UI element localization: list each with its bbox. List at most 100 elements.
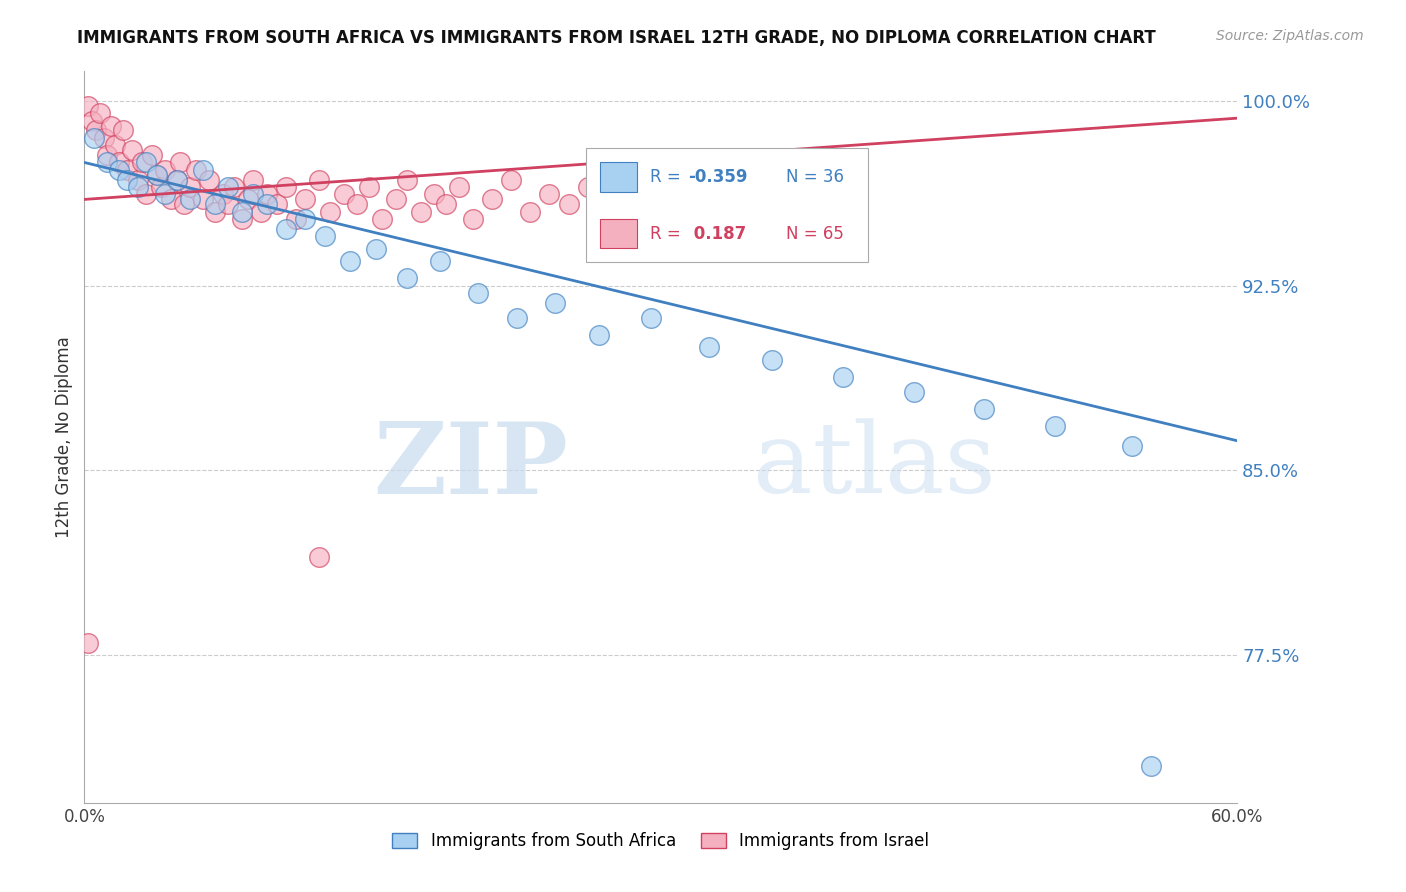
Point	[121, 143, 143, 157]
Point	[135, 155, 157, 169]
Legend: Immigrants from South Africa, Immigrants from Israel: Immigrants from South Africa, Immigrants…	[385, 825, 936, 856]
Point	[198, 172, 221, 186]
Point	[903, 384, 925, 399]
Point	[231, 204, 253, 219]
Point	[366, 242, 388, 256]
Point	[141, 148, 163, 162]
Text: N = 65: N = 65	[786, 225, 845, 243]
Point	[135, 187, 157, 202]
Point	[242, 187, 264, 202]
Point	[284, 212, 307, 227]
Point	[339, 254, 361, 268]
Point	[108, 155, 131, 169]
Point	[294, 212, 316, 227]
Point	[308, 549, 330, 564]
Point	[193, 193, 215, 207]
Text: N = 36: N = 36	[786, 168, 845, 186]
Point	[231, 212, 253, 227]
Point	[506, 310, 529, 325]
Point	[193, 162, 215, 177]
Point	[204, 197, 226, 211]
Point	[557, 197, 579, 211]
Point	[250, 204, 273, 219]
Point	[346, 197, 368, 211]
Point	[481, 193, 503, 207]
Point	[832, 369, 855, 384]
Point	[627, 193, 650, 207]
Point	[973, 401, 995, 416]
FancyBboxPatch shape	[600, 162, 637, 192]
Point	[276, 180, 298, 194]
Point	[104, 138, 127, 153]
Point	[434, 197, 457, 211]
Point	[266, 197, 288, 211]
Point	[84, 123, 107, 137]
Point	[467, 285, 489, 300]
Point	[538, 187, 561, 202]
Point	[77, 636, 100, 650]
Point	[544, 296, 567, 310]
Point	[588, 327, 610, 342]
Point	[160, 193, 183, 207]
Point	[93, 131, 115, 145]
Point	[461, 212, 484, 227]
Point	[100, 119, 122, 133]
Point	[602, 212, 624, 227]
Point	[308, 172, 330, 186]
Y-axis label: 12th Grade, No Diploma: 12th Grade, No Diploma	[55, 336, 73, 538]
Point	[499, 172, 522, 186]
Point	[166, 172, 188, 186]
Point	[218, 180, 240, 194]
Point	[423, 187, 446, 202]
Point	[218, 197, 240, 211]
Point	[429, 254, 451, 268]
Point	[276, 222, 298, 236]
Point	[96, 155, 118, 169]
Point	[256, 187, 278, 202]
Point	[224, 180, 246, 194]
Point	[153, 162, 176, 177]
Point	[184, 162, 207, 177]
Point	[211, 187, 233, 202]
Point	[179, 180, 201, 194]
Text: R =: R =	[651, 225, 686, 243]
Point	[1121, 439, 1143, 453]
Text: IMMIGRANTS FROM SOUTH AFRICA VS IMMIGRANTS FROM ISRAEL 12TH GRADE, NO DIPLOMA CO: IMMIGRANTS FROM SOUTH AFRICA VS IMMIGRAN…	[77, 29, 1156, 46]
Text: Source: ZipAtlas.com: Source: ZipAtlas.com	[1216, 29, 1364, 43]
Point	[319, 204, 342, 219]
Point	[127, 172, 149, 186]
Point	[449, 180, 471, 194]
Point	[314, 229, 336, 244]
Point	[127, 180, 149, 194]
Point	[169, 155, 191, 169]
Point	[685, 204, 707, 219]
FancyBboxPatch shape	[600, 219, 637, 248]
Point	[115, 172, 138, 186]
Text: 0.187: 0.187	[689, 225, 747, 243]
Point	[396, 172, 419, 186]
Point	[1140, 759, 1163, 773]
Point	[761, 352, 783, 367]
Point	[357, 180, 380, 194]
Point	[108, 162, 131, 177]
Point	[242, 172, 264, 186]
Point	[256, 197, 278, 211]
Point	[80, 113, 103, 128]
Point	[115, 162, 138, 177]
Point	[236, 193, 259, 207]
Point	[384, 193, 406, 207]
Point	[131, 155, 153, 169]
Text: R =: R =	[651, 168, 686, 186]
Point	[77, 99, 100, 113]
Point	[576, 180, 599, 194]
Point	[89, 106, 111, 120]
Point	[111, 123, 134, 137]
Point	[640, 310, 662, 325]
Point	[150, 180, 173, 194]
Point	[654, 172, 676, 186]
Point	[153, 187, 176, 202]
Point	[96, 148, 118, 162]
Point	[519, 204, 541, 219]
Text: -0.359: -0.359	[689, 168, 748, 186]
Point	[146, 168, 169, 182]
